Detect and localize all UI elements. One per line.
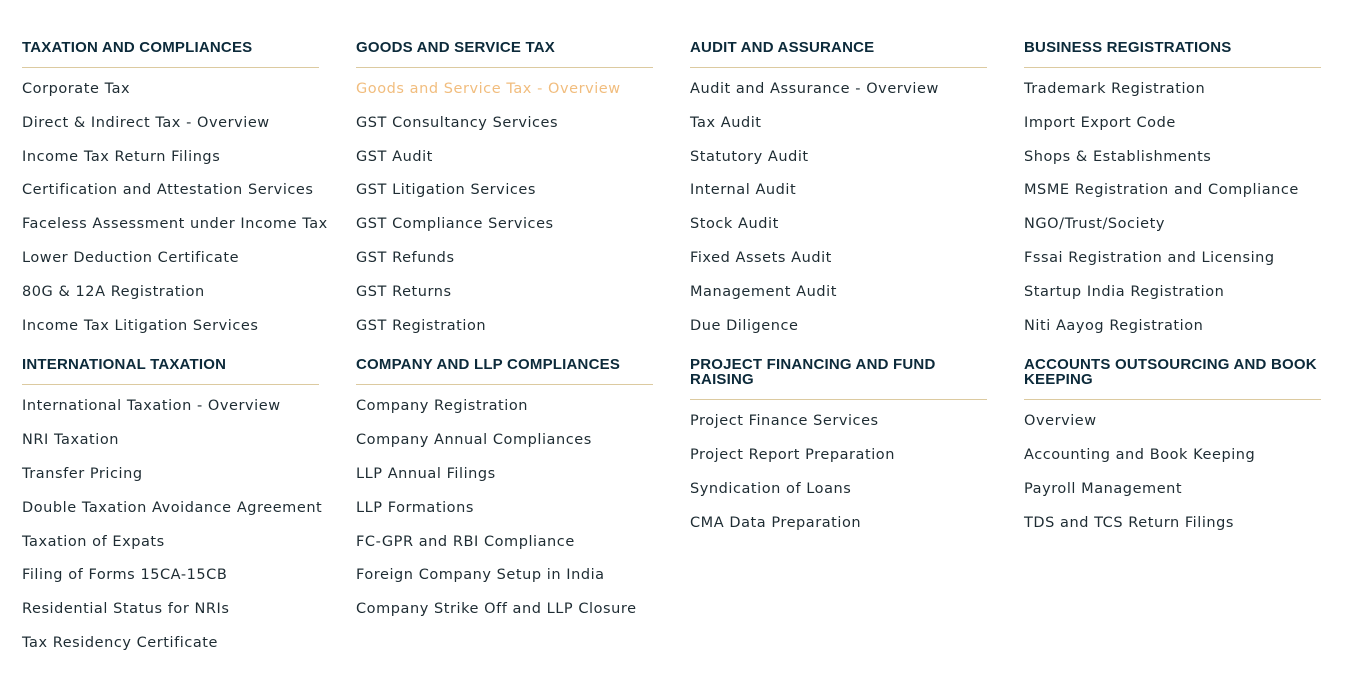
section-heading: TAXATION AND COMPLIANCES <box>22 38 319 68</box>
menu-link-tax-residency-certificate[interactable]: Tax Residency Certificate <box>22 634 219 651</box>
menu-link-msme-registration[interactable]: MSME Registration and Compliance <box>1024 182 1299 199</box>
menu-link-direct-indirect-tax-overview[interactable]: Direct & Indirect Tax - Overview <box>22 114 270 131</box>
menu-link-management-audit[interactable]: Management Audit <box>690 283 837 300</box>
menu-link-import-export-code[interactable]: Import Export Code <box>1024 114 1176 131</box>
mega-menu: TAXATION AND COMPLIANCES Corporate Tax D… <box>22 38 1322 661</box>
section-heading: INTERNATIONAL TAXATION <box>22 355 319 386</box>
menu-link-project-finance-services[interactable]: Project Finance Services <box>690 413 879 430</box>
section-heading: BUSINESS REGISTRATIONS <box>1024 38 1321 68</box>
section-international-taxation: INTERNATIONAL TAXATION International Tax… <box>22 355 323 660</box>
menu-link-syndication-of-loans[interactable]: Syndication of Loans <box>690 480 852 497</box>
link-list: Corporate Tax Direct & Indirect Tax - Ov… <box>22 73 328 343</box>
section-project-financing: PROJECT FINANCING AND FUND RAISING Proje… <box>690 355 987 660</box>
menu-link-gst-returns[interactable]: GST Returns <box>356 283 452 300</box>
menu-link-80g-12a-registration[interactable]: 80G & 12A Registration <box>22 283 205 300</box>
link-list: Overview Accounting and Book Keeping Pay… <box>1024 405 1321 540</box>
menu-link-fc-gpr-rbi[interactable]: FC-GPR and RBI Compliance <box>356 533 575 550</box>
menu-link-company-registration[interactable]: Company Registration <box>356 398 529 415</box>
menu-link-gst-litigation[interactable]: GST Litigation Services <box>356 182 536 199</box>
menu-link-company-strike-off[interactable]: Company Strike Off and LLP Closure <box>356 601 637 618</box>
menu-link-corporate-tax[interactable]: Corporate Tax <box>22 81 131 97</box>
menu-link-tax-audit[interactable]: Tax Audit <box>690 114 762 131</box>
menu-link-faceless-assessment[interactable]: Faceless Assessment under Income Tax <box>22 216 328 233</box>
menu-link-fssai-registration[interactable]: Fssai Registration and Licensing <box>1024 249 1275 266</box>
menu-link-gst-overview-active[interactable]: Goods and Service Tax - Overview <box>356 81 621 97</box>
section-accounts-outsourcing: ACCOUNTS OUTSOURCING AND BOOK KEEPING Ov… <box>1024 355 1321 660</box>
menu-link-lower-deduction-certificate[interactable]: Lower Deduction Certificate <box>22 249 240 266</box>
link-list: Goods and Service Tax - Overview GST Con… <box>356 73 653 343</box>
section-heading: GOODS AND SERVICE TAX <box>356 38 653 68</box>
link-list: Project Finance Services Project Report … <box>690 405 987 540</box>
menu-link-company-annual-compliances[interactable]: Company Annual Compliances <box>356 432 592 449</box>
menu-link-niti-aayog[interactable]: Niti Aayog Registration <box>1024 317 1204 334</box>
section-audit-and-assurance: AUDIT AND ASSURANCE Audit and Assurance … <box>690 38 987 343</box>
menu-link-foreign-company-setup[interactable]: Foreign Company Setup in India <box>356 567 605 584</box>
menu-link-internal-audit[interactable]: Internal Audit <box>690 182 797 199</box>
menu-link-gst-refunds[interactable]: GST Refunds <box>356 249 455 266</box>
menu-link-certification-attestation[interactable]: Certification and Attestation Services <box>22 182 314 199</box>
section-company-and-llp-compliances: COMPANY AND LLP COMPLIANCES Company Regi… <box>356 355 653 660</box>
section-heading: AUDIT AND ASSURANCE <box>690 38 987 68</box>
link-list: Company Registration Company Annual Comp… <box>356 390 653 627</box>
menu-link-due-diligence[interactable]: Due Diligence <box>690 317 799 334</box>
link-list: Trademark Registration Import Export Cod… <box>1024 73 1321 343</box>
menu-link-llp-formations[interactable]: LLP Formations <box>356 499 474 516</box>
menu-link-gst-consultancy[interactable]: GST Consultancy Services <box>356 114 559 131</box>
menu-link-shops-establishments[interactable]: Shops & Establishments <box>1024 148 1212 165</box>
menu-link-project-report-preparation[interactable]: Project Report Preparation <box>690 447 895 464</box>
section-heading: COMPANY AND LLP COMPLIANCES <box>356 355 653 386</box>
menu-link-audit-assurance-overview[interactable]: Audit and Assurance - Overview <box>690 81 939 97</box>
link-list: International Taxation - Overview NRI Ta… <box>22 390 323 660</box>
menu-link-gst-registration[interactable]: GST Registration <box>356 317 487 334</box>
menu-link-dtaa[interactable]: Double Taxation Avoidance Agreement <box>22 499 323 516</box>
section-business-registrations: BUSINESS REGISTRATIONS Trademark Registr… <box>1024 38 1321 343</box>
menu-link-payroll-management[interactable]: Payroll Management <box>1024 480 1183 497</box>
section-goods-and-service-tax: GOODS AND SERVICE TAX Goods and Service … <box>356 38 653 343</box>
menu-link-fixed-assets-audit[interactable]: Fixed Assets Audit <box>690 249 832 266</box>
menu-link-tds-tcs-return-filings[interactable]: TDS and TCS Return Filings <box>1024 514 1235 531</box>
link-list: Audit and Assurance - Overview Tax Audit… <box>690 73 987 343</box>
menu-link-transfer-pricing[interactable]: Transfer Pricing <box>22 465 143 482</box>
menu-link-trademark-registration[interactable]: Trademark Registration <box>1024 81 1206 97</box>
section-heading: ACCOUNTS OUTSOURCING AND BOOK KEEPING <box>1024 355 1321 401</box>
section-taxation-and-compliances: TAXATION AND COMPLIANCES Corporate Tax D… <box>22 38 328 343</box>
menu-link-statutory-audit[interactable]: Statutory Audit <box>690 148 809 165</box>
menu-link-cma-data-preparation[interactable]: CMA Data Preparation <box>690 514 862 531</box>
menu-link-accounts-overview[interactable]: Overview <box>1024 413 1097 430</box>
menu-link-taxation-of-expats[interactable]: Taxation of Expats <box>22 533 165 550</box>
menu-link-nri-taxation[interactable]: NRI Taxation <box>22 432 119 449</box>
menu-link-stock-audit[interactable]: Stock Audit <box>690 216 779 233</box>
menu-link-gst-audit[interactable]: GST Audit <box>356 148 433 165</box>
menu-link-international-taxation-overview[interactable]: International Taxation - Overview <box>22 398 281 415</box>
menu-link-accounting-book-keeping[interactable]: Accounting and Book Keeping <box>1024 447 1256 464</box>
menu-link-forms-15ca-15cb[interactable]: Filing of Forms 15CA-15CB <box>22 567 228 584</box>
menu-link-llp-annual-filings[interactable]: LLP Annual Filings <box>356 465 496 482</box>
section-heading: PROJECT FINANCING AND FUND RAISING <box>690 355 987 401</box>
menu-link-residential-status-nris[interactable]: Residential Status for NRIs <box>22 601 230 618</box>
menu-link-startup-india[interactable]: Startup India Registration <box>1024 283 1225 300</box>
menu-link-gst-compliance[interactable]: GST Compliance Services <box>356 216 554 233</box>
menu-link-ngo-trust-society[interactable]: NGO/Trust/Society <box>1024 216 1165 233</box>
menu-link-income-tax-return-filings[interactable]: Income Tax Return Filings <box>22 148 221 165</box>
menu-link-income-tax-litigation[interactable]: Income Tax Litigation Services <box>22 317 259 334</box>
